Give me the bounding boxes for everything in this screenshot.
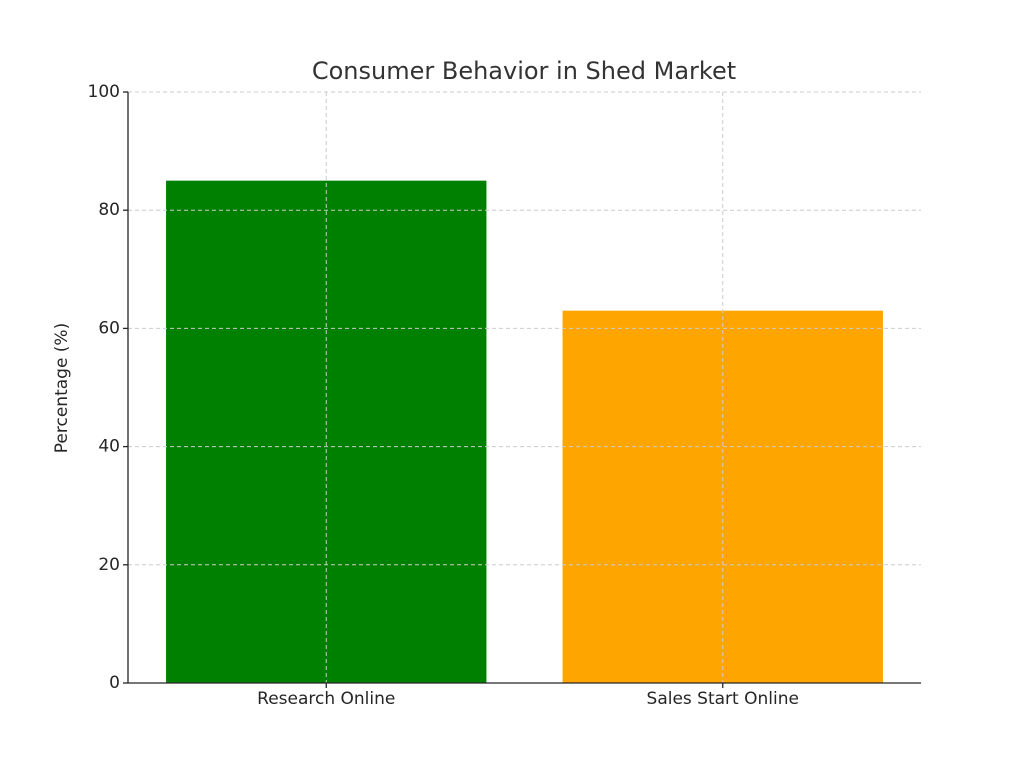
y-axis-label: Percentage (%)	[52, 323, 72, 453]
y-tick-label: 20	[98, 555, 120, 575]
y-tick-label: 80	[98, 200, 120, 220]
y-tick-label: 100	[88, 82, 120, 102]
x-tick-label: Research Online	[257, 689, 395, 709]
y-tick-label: 40	[98, 437, 120, 457]
x-tick-label: Sales Start Online	[647, 689, 799, 709]
y-tick-label: 60	[98, 318, 120, 338]
chart-title: Consumer Behavior in Shed Market	[312, 57, 736, 85]
y-tick-label: 0	[109, 673, 120, 693]
